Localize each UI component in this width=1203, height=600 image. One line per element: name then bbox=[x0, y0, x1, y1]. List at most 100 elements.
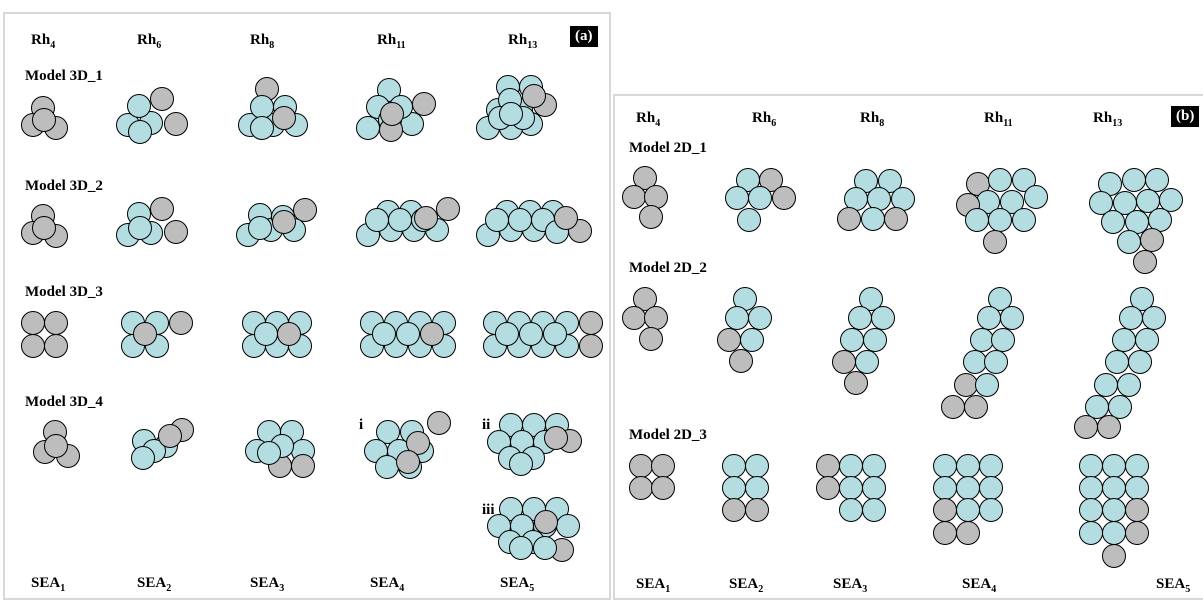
rh-atom bbox=[1102, 476, 1126, 500]
sea-atom bbox=[1097, 415, 1121, 439]
cluster-13 bbox=[242, 311, 312, 358]
cluster-19 bbox=[364, 411, 451, 479]
footer-sea1: SEA1 bbox=[636, 576, 671, 595]
cluster-28 bbox=[717, 287, 772, 373]
footer-sea3: SEA3 bbox=[833, 576, 868, 595]
rh-atom bbox=[722, 476, 746, 500]
rh-atom bbox=[509, 536, 533, 560]
sea-atom bbox=[164, 220, 188, 244]
rh-atom bbox=[1117, 373, 1141, 397]
header-rh4: Rh4 bbox=[636, 110, 661, 129]
sea-atom bbox=[277, 322, 301, 346]
rh-atom bbox=[1125, 476, 1149, 500]
sea-atom bbox=[884, 207, 908, 231]
rh-atom bbox=[861, 207, 885, 231]
cluster-12 bbox=[121, 311, 193, 358]
cluster-14 bbox=[360, 311, 456, 358]
rh-atom bbox=[1012, 168, 1036, 192]
sea-atom bbox=[272, 106, 296, 130]
sea-atom bbox=[522, 84, 546, 108]
rh-atom bbox=[396, 322, 420, 346]
model-2d-2-label: Model 2D_2 bbox=[629, 260, 707, 276]
variant-ii-label: ii bbox=[482, 417, 491, 433]
rh-atom bbox=[862, 454, 886, 478]
sea-atom bbox=[1133, 250, 1157, 274]
rh-atom bbox=[519, 322, 543, 346]
sea-atom bbox=[579, 311, 603, 335]
rh-atom bbox=[1085, 395, 1109, 419]
model-2d-3-label: Model 2D_3 bbox=[629, 427, 707, 443]
cluster-31 bbox=[1074, 287, 1166, 439]
rh-atom bbox=[839, 498, 863, 522]
sea-atom bbox=[32, 216, 56, 240]
footer-sea4: SEA4 bbox=[370, 575, 405, 594]
rh-atom bbox=[127, 94, 151, 118]
sea-atom bbox=[1125, 498, 1149, 522]
sea-atom bbox=[644, 306, 668, 330]
rh-atom bbox=[1117, 230, 1141, 254]
footer-sea4: SEA4 bbox=[962, 576, 997, 595]
sea-atom bbox=[651, 454, 675, 478]
rh-atom bbox=[254, 322, 278, 346]
rh-atom bbox=[979, 498, 1003, 522]
rh-atom bbox=[979, 454, 1003, 478]
rh-atom bbox=[1112, 328, 1136, 352]
rh-atom bbox=[1130, 287, 1154, 311]
rh-atom bbox=[745, 476, 769, 500]
rh-atom bbox=[977, 306, 1001, 330]
sea-atom bbox=[629, 476, 653, 500]
rh-atom bbox=[1145, 168, 1169, 192]
sea-atom bbox=[717, 328, 741, 352]
sea-atom bbox=[745, 498, 769, 522]
rh-atom bbox=[748, 186, 772, 210]
sea-atom bbox=[629, 454, 653, 478]
sea-atom bbox=[941, 395, 965, 419]
sea-atom bbox=[158, 424, 182, 448]
rh-atom bbox=[933, 454, 957, 478]
rh-atom bbox=[988, 287, 1012, 311]
cluster-27 bbox=[622, 287, 668, 351]
sea-atom bbox=[1125, 521, 1149, 545]
sea-atom bbox=[956, 521, 980, 545]
header-rh6: Rh6 bbox=[137, 32, 162, 51]
rh-atom bbox=[1122, 168, 1146, 192]
model-3d-4-label: Model 3D_4 bbox=[25, 394, 103, 410]
rh-atom bbox=[533, 536, 557, 560]
rh-atom bbox=[1102, 498, 1126, 522]
rh-atom bbox=[956, 454, 980, 478]
rh-atom bbox=[862, 498, 886, 522]
rh-atom bbox=[556, 514, 580, 538]
cluster-23 bbox=[725, 168, 796, 232]
rh-atom bbox=[963, 350, 987, 374]
rh-atom bbox=[988, 208, 1012, 232]
rh-atom bbox=[543, 322, 567, 346]
rh-atom bbox=[725, 186, 749, 210]
sea-atom bbox=[983, 230, 1007, 254]
sea-atom bbox=[933, 521, 957, 545]
rh-atom bbox=[128, 120, 152, 144]
rh-atom bbox=[984, 350, 1008, 374]
variant-iii-label: iii bbox=[482, 502, 495, 518]
sea-atom bbox=[832, 350, 856, 374]
rh-atom bbox=[965, 208, 989, 232]
rh-atom bbox=[855, 350, 879, 374]
header-rh6: Rh6 bbox=[752, 110, 777, 129]
rh-atom bbox=[1079, 498, 1103, 522]
rh-atom bbox=[250, 95, 274, 119]
sea-atom bbox=[633, 166, 657, 190]
footer-sea2: SEA2 bbox=[729, 576, 764, 595]
rh-atom bbox=[1105, 350, 1129, 374]
cluster-17 bbox=[131, 418, 194, 470]
sea-atom bbox=[722, 498, 746, 522]
sea-atom bbox=[639, 205, 663, 229]
sea-atom bbox=[150, 197, 174, 221]
rh-atom bbox=[1079, 521, 1103, 545]
sea-atom bbox=[406, 431, 430, 455]
rh-atom bbox=[878, 169, 902, 193]
rh-atom bbox=[388, 208, 412, 232]
sea-atom bbox=[21, 311, 45, 335]
rh-atom bbox=[1000, 306, 1024, 330]
cluster-7 bbox=[116, 197, 188, 247]
panel-b-tag: (b) bbox=[1171, 106, 1200, 127]
cluster-2 bbox=[116, 87, 188, 144]
